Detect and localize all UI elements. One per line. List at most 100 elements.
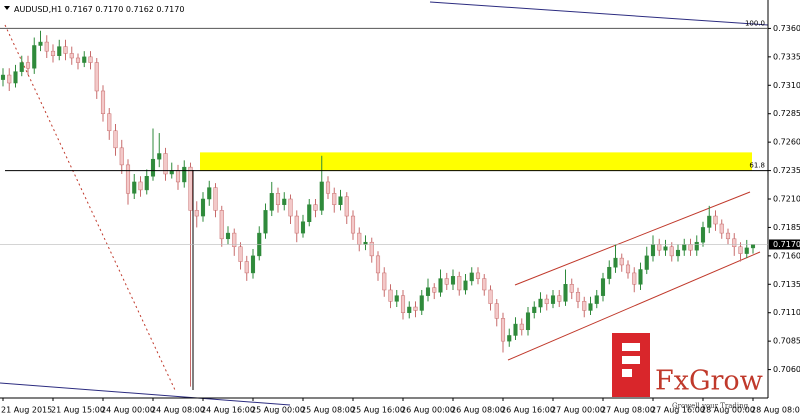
highlight-zone bbox=[200, 152, 752, 171]
candle-body bbox=[63, 46, 68, 54]
candle-body bbox=[600, 278, 606, 296]
candle-body bbox=[38, 41, 43, 46]
candle-body bbox=[169, 170, 174, 175]
candle-body bbox=[650, 244, 656, 257]
logo-name: FxGrow bbox=[655, 366, 763, 397]
symbol: AUDUSD,H1 bbox=[14, 5, 62, 14]
trend-line bbox=[0, 382, 291, 406]
candle-body bbox=[419, 295, 424, 311]
zone-layer bbox=[200, 152, 752, 171]
candle-body bbox=[150, 158, 156, 177]
ohlc: 0.7170 bbox=[95, 5, 123, 14]
candle-body bbox=[250, 255, 256, 274]
candle-body bbox=[232, 232, 237, 248]
candle-body bbox=[350, 215, 356, 234]
chart-header: AUDUSD,H1 0.7167 0.7170 0.7162 0.7170 bbox=[14, 5, 184, 14]
candle-body bbox=[407, 306, 412, 313]
candle-body bbox=[400, 295, 406, 313]
candle-body bbox=[482, 278, 487, 291]
candle-body bbox=[719, 223, 724, 234]
candle-body bbox=[244, 261, 249, 274]
candle-body bbox=[375, 255, 381, 274]
candle-body bbox=[582, 301, 587, 311]
candle-body bbox=[607, 266, 612, 279]
candle-body bbox=[638, 269, 643, 285]
candle-body bbox=[538, 298, 543, 308]
candle-body bbox=[657, 244, 662, 251]
candle-body bbox=[507, 335, 512, 342]
candle-body bbox=[263, 210, 268, 234]
candle-body bbox=[0, 74, 6, 80]
x-tick-label: 24 Aug 16:00 bbox=[201, 406, 255, 415]
candle-body bbox=[532, 306, 537, 313]
candle-body bbox=[163, 153, 168, 175]
y-tick-label: 0.7260 bbox=[773, 138, 800, 147]
candle-body bbox=[444, 278, 449, 285]
candle-body bbox=[319, 181, 324, 211]
candle-body bbox=[363, 241, 368, 245]
channel-lower bbox=[507, 251, 761, 361]
candle-body bbox=[294, 215, 299, 234]
candle-body bbox=[82, 56, 87, 63]
candle-body bbox=[494, 303, 499, 319]
x-tick-label: 27 Aug 08:00 bbox=[601, 406, 655, 415]
candle-body bbox=[425, 287, 431, 296]
candles bbox=[0, 30, 756, 387]
candle-body bbox=[682, 244, 687, 251]
candle-body bbox=[644, 255, 649, 270]
candle-body bbox=[307, 204, 312, 222]
candle-body bbox=[569, 284, 574, 293]
candle-body bbox=[707, 215, 712, 228]
x-tick-label: 27 Aug 00:00 bbox=[551, 406, 605, 415]
candle-body bbox=[588, 303, 593, 311]
candle-body bbox=[613, 257, 618, 268]
logo-icon-bar bbox=[622, 343, 640, 351]
candle-body bbox=[144, 176, 149, 191]
candle-body bbox=[200, 198, 206, 217]
fib-level-label: 61.8 bbox=[749, 162, 765, 170]
last-price-box bbox=[769, 239, 800, 250]
y-tick-label: 0.7160 bbox=[773, 251, 800, 260]
candle-body bbox=[438, 278, 443, 293]
candle-body bbox=[219, 210, 224, 240]
x-tick-label: 25 Aug 08:00 bbox=[301, 406, 355, 415]
x-tick-label: 28 Aug 08:00 bbox=[751, 406, 800, 415]
candle-body bbox=[432, 287, 437, 293]
candle-body bbox=[575, 291, 581, 302]
candle-body bbox=[744, 247, 749, 254]
y-tick-label: 0.7060 bbox=[773, 365, 800, 374]
x-tick-label: 26 Aug 00:00 bbox=[401, 406, 455, 415]
logo-tagline: Growell your Trading bbox=[672, 402, 749, 410]
candle-body bbox=[157, 153, 162, 160]
candle-body bbox=[382, 272, 387, 291]
candle-body bbox=[182, 166, 187, 183]
candle-body bbox=[175, 170, 181, 183]
candle-body bbox=[188, 166, 193, 211]
candle-body bbox=[675, 249, 681, 257]
logo: FxGrow Growell your Trading bbox=[612, 333, 763, 410]
candle-body bbox=[100, 90, 106, 114]
candle-body bbox=[519, 323, 524, 331]
ohlc: 0.7170 bbox=[156, 5, 184, 14]
candle-body bbox=[207, 187, 212, 200]
candle-body bbox=[750, 244, 756, 249]
ohlc: 0.7167 bbox=[65, 5, 93, 14]
candle-body bbox=[7, 74, 12, 84]
candle-body bbox=[288, 198, 293, 217]
candle-body bbox=[344, 196, 349, 217]
x-tick-label: 21 Aug 15:00 bbox=[51, 406, 105, 415]
logo-icon-bar bbox=[622, 356, 640, 364]
header-arrow bbox=[4, 6, 10, 10]
candle-body bbox=[357, 232, 362, 245]
candle-body bbox=[732, 238, 737, 248]
candle-body bbox=[113, 130, 118, 149]
candle-body bbox=[625, 264, 631, 274]
candle-body bbox=[325, 181, 331, 194]
candle-body bbox=[213, 187, 218, 211]
candle-body bbox=[525, 312, 531, 331]
candle-body bbox=[513, 323, 518, 336]
x-tick-label: 21 Aug 2015 bbox=[1, 406, 52, 415]
candle-body bbox=[125, 164, 131, 194]
candle-body bbox=[463, 280, 468, 291]
